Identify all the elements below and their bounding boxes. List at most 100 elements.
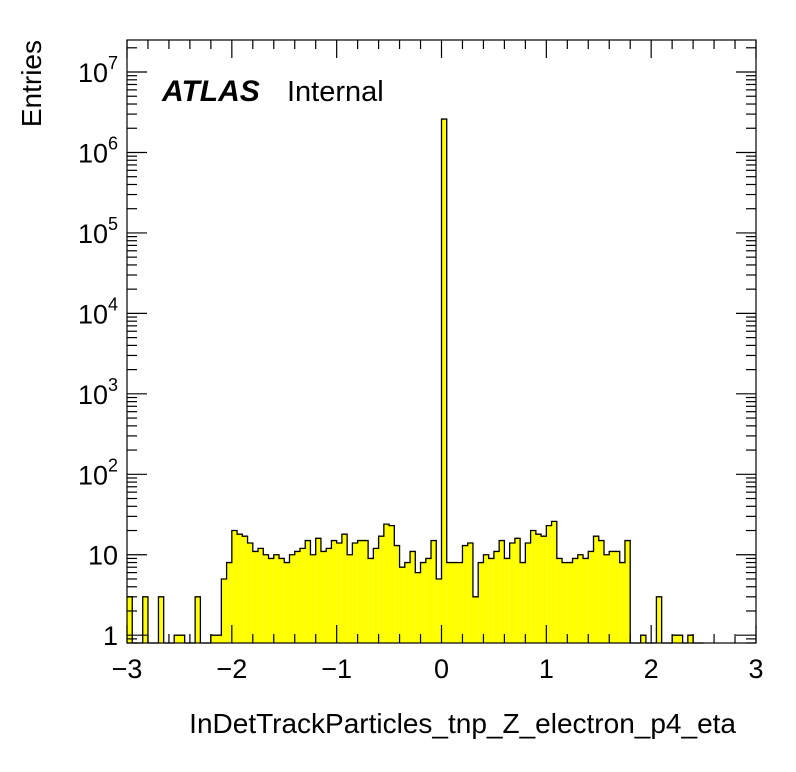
histogram-bar xyxy=(320,551,327,643)
histogram-bar xyxy=(467,542,473,643)
x-tick-label: 1 xyxy=(539,654,554,684)
histogram-bar xyxy=(509,542,515,643)
histogram-bar xyxy=(603,554,610,643)
x-tick-label: 3 xyxy=(748,654,763,684)
x-tick-labels: −3 −2 −1 0 1 2 3 xyxy=(112,654,764,684)
histogram-bar xyxy=(231,530,238,643)
histogram-bar xyxy=(242,536,248,643)
y-tick-label: 106 xyxy=(78,133,118,168)
histogram-bar xyxy=(640,635,646,643)
histogram-bar xyxy=(284,562,290,643)
histogram-bar xyxy=(677,635,683,643)
histogram-bars xyxy=(127,118,704,644)
histogram-bar xyxy=(451,562,458,643)
histogram-bar xyxy=(431,540,437,643)
histogram-bar xyxy=(609,551,615,643)
histogram-bar xyxy=(258,548,264,643)
x-tick-label: −2 xyxy=(216,654,247,684)
histogram-bar xyxy=(535,534,542,643)
histogram-bar xyxy=(624,540,631,643)
histogram-bar xyxy=(472,596,479,643)
histogram-bar xyxy=(221,578,227,643)
histogram-bar xyxy=(577,554,584,643)
histogram-bar xyxy=(263,554,269,643)
histogram-bar xyxy=(362,540,369,643)
histogram-bar xyxy=(279,558,285,643)
histogram-bar xyxy=(478,562,484,643)
histogram-bar xyxy=(326,548,332,643)
histogram-bar xyxy=(352,542,358,643)
histogram-bar xyxy=(530,530,536,643)
histogram-bar xyxy=(127,596,133,643)
atlas-label: ATLAS xyxy=(161,75,260,108)
histogram-bar xyxy=(378,536,384,643)
histogram-bar xyxy=(273,554,280,643)
x-tick-label: 0 xyxy=(434,654,449,684)
x-axis-title: InDetTrackParticles_tnp_Z_electron_p4_et… xyxy=(189,708,736,739)
histogram-bar xyxy=(462,545,468,643)
histogram-bar xyxy=(514,538,521,643)
histogram-bar xyxy=(404,562,411,643)
histogram-bar xyxy=(383,524,390,643)
x-tick-label: −3 xyxy=(112,654,143,684)
histogram-bar xyxy=(614,551,620,643)
histogram-bar xyxy=(368,558,374,643)
histogram-bar xyxy=(562,562,568,643)
histogram-bar xyxy=(410,551,416,643)
histogram-bar xyxy=(305,540,311,643)
histogram-bar xyxy=(373,548,379,643)
histogram-bar xyxy=(656,596,662,643)
y-axis-title: Entries xyxy=(16,40,47,127)
histogram-bar xyxy=(504,558,510,643)
histogram-bar xyxy=(619,562,625,643)
histogram-bar xyxy=(572,558,578,643)
histogram-bar xyxy=(598,540,604,643)
histogram-bar xyxy=(389,525,395,643)
histogram-bar xyxy=(436,578,442,643)
histogram-bar xyxy=(399,567,405,643)
y-tick-label: 105 xyxy=(78,214,118,249)
y-tick-label: 10 xyxy=(88,541,118,571)
histogram-bar xyxy=(567,562,573,643)
histogram-bar xyxy=(357,540,363,643)
histogram-bar xyxy=(247,542,253,643)
histogram-bar xyxy=(415,572,421,643)
histogram-bar xyxy=(226,562,232,643)
histogram-bar xyxy=(493,551,500,643)
histogram-bar xyxy=(294,551,300,643)
histogram-bar xyxy=(556,558,563,643)
histogram-bar xyxy=(593,536,599,643)
x-tick-label: 2 xyxy=(644,654,659,684)
histogram-bar xyxy=(583,558,589,643)
histogram-outline xyxy=(127,118,704,644)
axis-ticks xyxy=(126,40,757,644)
histogram-bar xyxy=(210,635,217,643)
histogram-bar xyxy=(216,635,222,643)
y-tick-labels: 1 10 102 103 104 105 106 107 xyxy=(78,53,118,651)
y-tick-label: 103 xyxy=(78,375,118,410)
histogram-bar xyxy=(672,635,678,643)
histogram-bar xyxy=(488,558,494,643)
histogram-bar xyxy=(425,558,432,643)
histogram-bar xyxy=(446,562,452,643)
histogram-bar xyxy=(551,521,557,643)
histogram-bar xyxy=(268,558,274,643)
histogram-bar xyxy=(394,545,400,643)
histogram-bar xyxy=(310,554,316,643)
y-tick-label: 107 xyxy=(78,53,118,88)
x-tick-label: −1 xyxy=(321,654,352,684)
histogram-bar xyxy=(588,551,594,643)
histogram-bar xyxy=(457,562,463,643)
histogram-bar xyxy=(315,538,321,643)
histogram-bar xyxy=(195,596,201,643)
histogram-bar xyxy=(541,536,547,643)
histogram-bar xyxy=(158,596,164,643)
histogram-bar xyxy=(499,540,505,643)
histogram-bar xyxy=(237,534,243,643)
y-tick-label: 1 xyxy=(103,621,118,651)
histogram-bar xyxy=(520,562,526,643)
histogram-bar xyxy=(525,542,531,643)
histogram-bar xyxy=(546,525,552,643)
histogram-bar xyxy=(174,635,180,643)
